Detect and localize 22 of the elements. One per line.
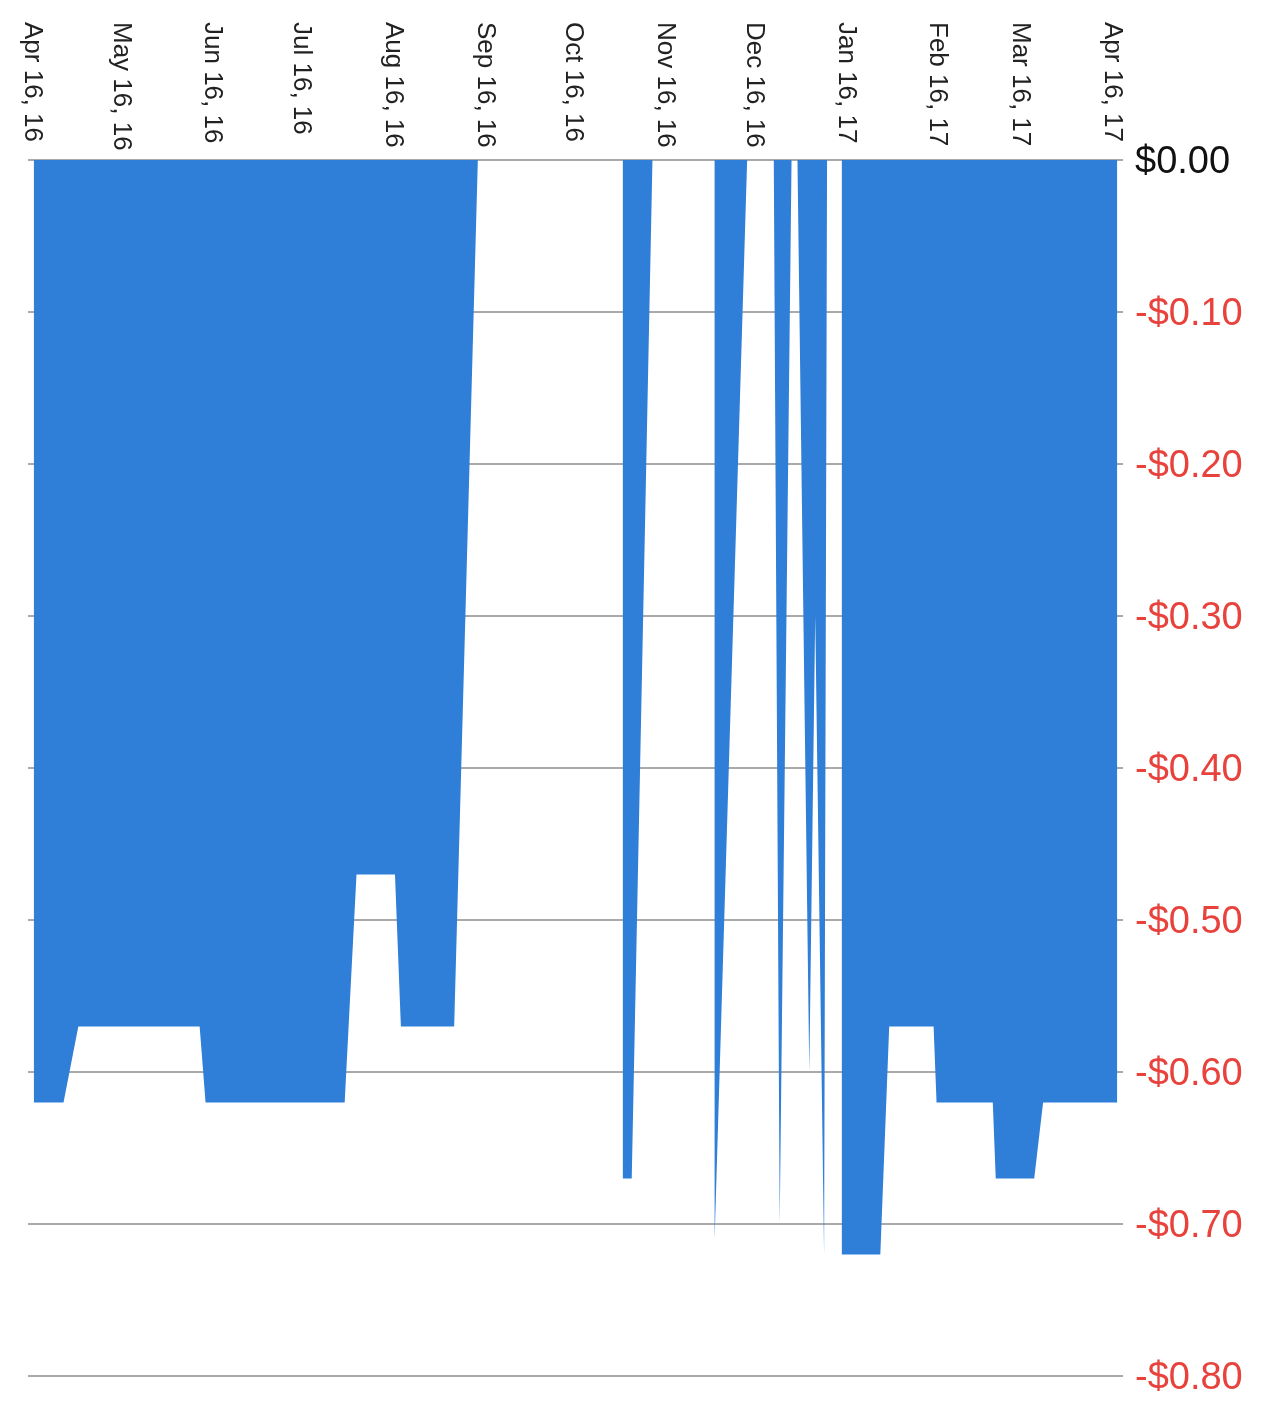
- x-tick-label: Nov 16, 16: [652, 22, 683, 148]
- y-tick-label: -$0.30: [1135, 595, 1243, 638]
- x-tick-label: May 16, 16: [107, 22, 138, 151]
- y-tick-label: -$0.40: [1135, 747, 1243, 790]
- x-tick-label: Apr 16, 16: [18, 22, 49, 142]
- x-tick-label: Apr 16, 17: [1099, 22, 1130, 142]
- x-tick-label: Dec 16, 16: [740, 22, 771, 148]
- y-tick-label: -$0.80: [1135, 1355, 1243, 1398]
- y-tick-label: $0.00: [1135, 139, 1231, 182]
- y-tick-label: -$0.50: [1135, 899, 1243, 942]
- x-tick-label: Feb 16, 17: [924, 22, 955, 147]
- x-tick-label: Sep 16, 16: [471, 22, 502, 148]
- x-tick-label: Mar 16, 17: [1007, 22, 1038, 147]
- x-tick-label: Aug 16, 16: [379, 22, 410, 148]
- y-tick-label: -$0.20: [1135, 443, 1243, 486]
- x-tick-label: Jul 16, 16: [288, 22, 319, 135]
- x-tick-label: Oct 16, 16: [560, 22, 591, 142]
- y-tick-label: -$0.60: [1135, 1051, 1243, 1094]
- y-tick-label: -$0.10: [1135, 291, 1243, 334]
- y-tick-label: -$0.70: [1135, 1203, 1243, 1246]
- x-tick-label: Jun 16, 16: [199, 22, 230, 144]
- x-tick-label: Jan 16, 17: [832, 22, 863, 144]
